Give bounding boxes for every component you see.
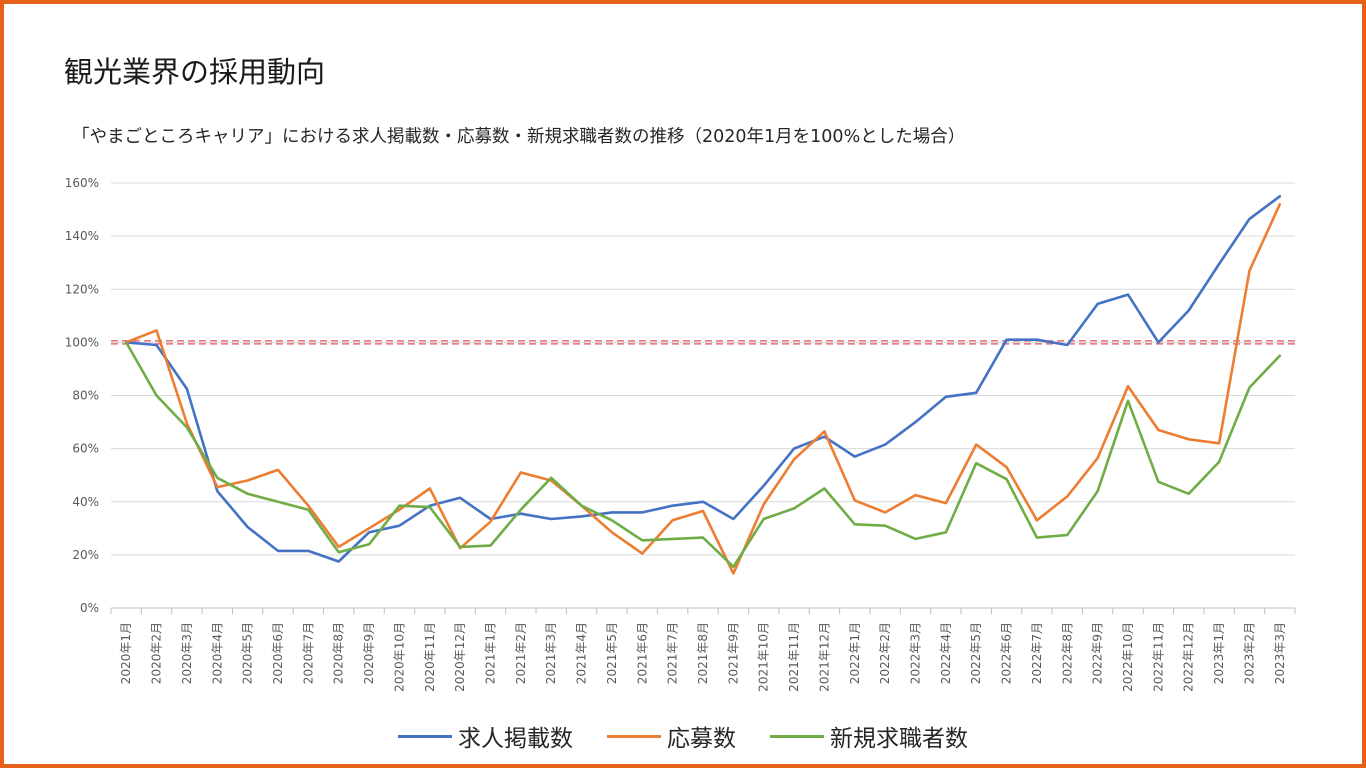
x-tick-label: 2023年2月 bbox=[1242, 622, 1256, 684]
x-tick-label: 2022年12月 bbox=[1182, 622, 1196, 692]
y-tick-label: 80% bbox=[72, 389, 99, 403]
x-tick-label: 2021年8月 bbox=[696, 622, 710, 684]
x-tick-label: 2022年11月 bbox=[1151, 622, 1165, 692]
x-tick-label: 2021年5月 bbox=[605, 622, 619, 684]
legend-label-jobs: 求人掲載数 bbox=[458, 726, 573, 752]
y-axis-tick-labels: 0% 20% 40% 60% 80% 100% 120% 140% 160% bbox=[65, 176, 99, 615]
x-tick-label: 2020年4月 bbox=[210, 622, 224, 684]
x-tick-label: 2021年1月 bbox=[483, 622, 497, 684]
x-tick-label: 2022年10月 bbox=[1121, 622, 1135, 692]
x-tick-label: 2021年12月 bbox=[817, 622, 831, 692]
x-tick-label: 2021年4月 bbox=[575, 622, 589, 684]
legend-swatch-new-seekers bbox=[770, 734, 824, 738]
x-tick-label: 2020年8月 bbox=[332, 622, 346, 684]
y-tick-label: 100% bbox=[65, 335, 99, 349]
x-tick-label: 2023年1月 bbox=[1212, 622, 1226, 684]
x-tick-label: 2021年6月 bbox=[635, 622, 649, 684]
x-tick-label: 2020年7月 bbox=[301, 622, 315, 684]
y-tick-label: 0% bbox=[80, 601, 99, 615]
x-tick-label: 2021年10月 bbox=[757, 622, 771, 692]
series-layer bbox=[124, 195, 1282, 575]
x-tick-label: 2021年11月 bbox=[787, 622, 801, 692]
x-tick-label: 2022年1月 bbox=[848, 622, 862, 684]
series-line bbox=[124, 195, 1282, 563]
x-tick-label: 2022年6月 bbox=[1000, 622, 1014, 684]
x-tick-label: 2020年2月 bbox=[150, 622, 164, 684]
grid-layer bbox=[110, 182, 1296, 614]
legend-swatch-jobs bbox=[398, 734, 452, 738]
y-tick-label: 120% bbox=[65, 282, 99, 296]
x-tick-label: 2020年5月 bbox=[241, 622, 255, 684]
y-tick-label: 20% bbox=[72, 548, 99, 562]
x-tick-label: 2022年7月 bbox=[1030, 622, 1044, 684]
x-tick-label: 2020年11月 bbox=[423, 622, 437, 692]
x-tick-label: 2020年9月 bbox=[362, 622, 376, 684]
x-tick-label: 2020年12月 bbox=[453, 622, 467, 692]
x-tick-label: 2021年3月 bbox=[544, 622, 558, 684]
series-line bbox=[124, 203, 1282, 575]
page-title: 観光業界の採用動向 bbox=[64, 55, 326, 89]
legend-swatch-applications bbox=[607, 734, 661, 738]
legend-item-applications: 応募数 bbox=[607, 719, 736, 753]
y-tick-label: 140% bbox=[65, 229, 99, 243]
legend-item-new-seekers: 新規求職者数 bbox=[770, 719, 968, 753]
x-tick-label: 2020年3月 bbox=[180, 622, 194, 684]
x-tick-label: 2022年9月 bbox=[1091, 622, 1105, 684]
x-tick-label: 2022年8月 bbox=[1060, 622, 1074, 684]
x-tick-label: 2022年4月 bbox=[939, 622, 953, 684]
y-tick-label: 160% bbox=[65, 176, 99, 190]
x-tick-label: 2021年2月 bbox=[514, 622, 528, 684]
x-tick-label: 2020年1月 bbox=[119, 622, 133, 684]
legend: 求人掲載数 応募数 新規求職者数 bbox=[0, 716, 1366, 756]
legend-label-new-seekers: 新規求職者数 bbox=[830, 726, 968, 752]
y-tick-label: 60% bbox=[72, 442, 99, 456]
x-tick-label: 2020年6月 bbox=[271, 622, 285, 684]
x-tick-label: 2021年7月 bbox=[666, 622, 680, 684]
x-axis-tick-labels: 2020年1月 2020年2月 2020年3月 2020年4月 2020年5月 2020年… bbox=[119, 622, 1287, 692]
legend-label-applications: 応募数 bbox=[667, 726, 736, 752]
legend-item-jobs: 求人掲載数 bbox=[398, 719, 573, 753]
series-line bbox=[124, 341, 1282, 569]
y-tick-label: 40% bbox=[72, 495, 99, 509]
x-tick-label: 2020年10月 bbox=[392, 622, 406, 692]
chart-subtitle: 「やまごところキャリア」における求人掲載数・応募数・新規求職者数の推移（2020… bbox=[72, 127, 966, 147]
x-tick-label: 2023年3月 bbox=[1273, 622, 1287, 684]
x-tick-label: 2021年9月 bbox=[726, 622, 740, 684]
x-tick-label: 2022年3月 bbox=[909, 622, 923, 684]
x-tick-label: 2022年2月 bbox=[878, 622, 892, 684]
x-tick-label: 2022年5月 bbox=[969, 622, 983, 684]
